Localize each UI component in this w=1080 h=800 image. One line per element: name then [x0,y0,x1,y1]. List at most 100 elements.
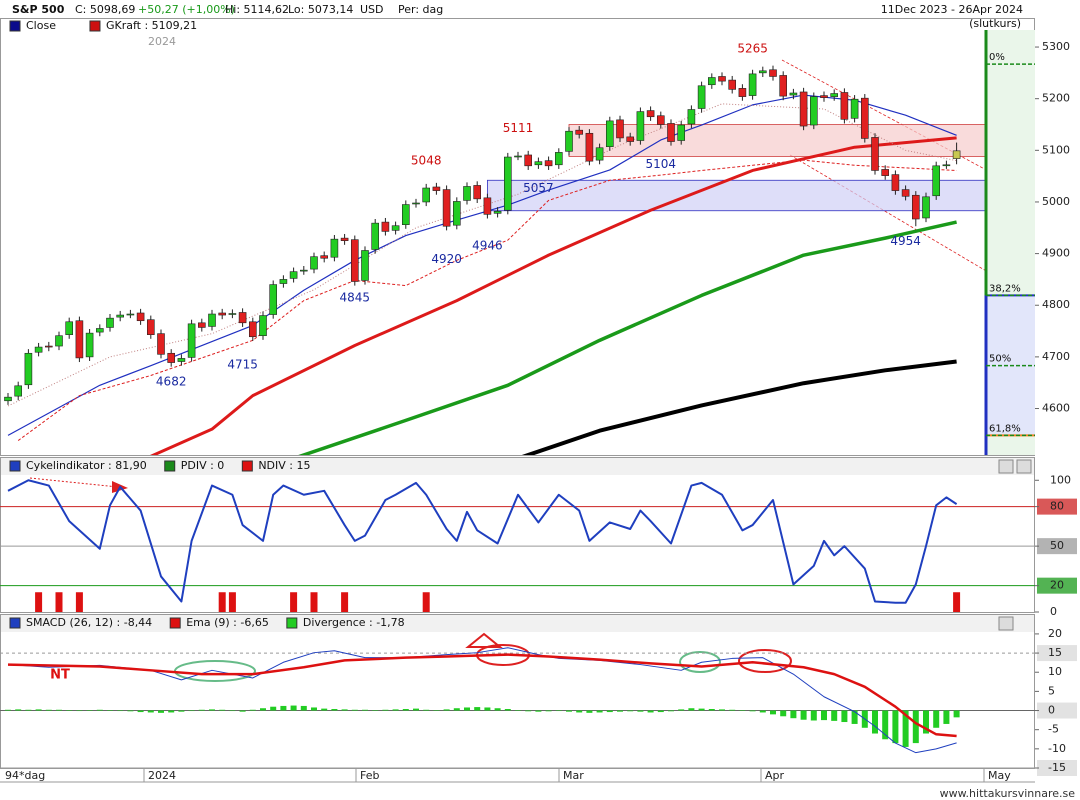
divergence-bar [841,710,848,723]
divergence-bar [719,709,725,711]
candle-body [850,98,859,119]
moving-average [7,103,957,407]
candle-body [238,312,247,324]
tool-button[interactable] [1016,459,1032,474]
candle-body [65,321,73,335]
divergence-bar [413,708,419,711]
divergence-bar [515,710,521,711]
candle-body [942,164,951,167]
candle-body [646,110,655,118]
fib-label: 61,8% [989,423,1021,434]
divergence-bar [953,710,960,718]
y-tick-label: 5 [1048,684,1055,697]
change: +50,27 (+1,00%) [138,3,235,16]
y-tick-label: 10 [1048,665,1062,678]
divergence-bar [504,709,511,711]
candle-body [167,352,175,363]
x-tick-label: Apr [765,769,785,782]
divergence-bar [402,709,409,711]
divergence-bar [158,710,164,713]
divergence-bar [770,710,776,715]
candle-body [381,221,390,232]
candle-body [96,328,104,333]
osc-header [1,458,1034,475]
divergence-bar [698,708,705,711]
date-range: 11Dec 2023 - 26Apr 2024 [881,3,1023,16]
candle-body [34,346,43,353]
candle-body [452,201,461,226]
tool-button[interactable] [998,459,1014,474]
divergence-bar [188,710,195,712]
signal-bar [35,592,43,612]
high: Hi: 5114,62 [225,3,289,16]
legend-label: GKraft : 5109,21 [106,19,197,32]
divergence-bar [759,710,766,713]
price-annotation: 5057 [523,181,554,195]
divergence-bar [56,709,62,711]
candle-body [269,284,278,315]
candle-body [605,120,614,148]
tool-button[interactable] [998,616,1014,631]
divergence-bar [229,710,236,712]
divergence-bar [300,705,307,711]
divergence-bar [270,706,277,711]
divergence-bar [943,710,950,724]
divergence-bar [484,707,491,711]
candle-body [503,156,512,211]
candle-body [575,129,584,135]
x-tick-label: 94*dag [5,769,45,782]
legend-label: Cykelindikator : 81,90 [26,459,147,472]
divergence-bar [372,710,379,711]
signal-bar [290,592,298,612]
divergence-bar [443,709,450,711]
candle-body [636,111,645,141]
candle-body [769,69,777,77]
divergence-bar [382,709,389,711]
price-annotation: 5111 [503,121,534,135]
legend-label: NDIV : 15 [258,459,310,472]
moving-average [298,220,957,455]
divergence-bar [606,710,613,713]
candle-body [432,186,441,191]
divergence-bar [586,710,593,713]
y-tick-label: -10 [1048,742,1066,755]
divergence-bar [790,710,797,719]
legend-swatch [286,617,298,629]
divergence-bar [566,710,572,712]
candle-body [330,238,339,258]
candle-body [932,165,941,197]
y-tick-label: 20 [1048,627,1062,640]
candle-body [279,279,288,284]
candle-body [911,194,920,220]
price-annotation: 5048 [411,154,442,168]
divergence-bar [708,709,715,711]
price-annotation: 5104 [646,157,677,171]
y-tick-label: 4700 [1042,350,1070,363]
candle-body [493,210,502,214]
candle-body [412,202,420,205]
candle-body [830,93,839,97]
signal-bar [310,592,318,612]
divergence-bar [311,707,317,711]
divergence-bar [494,708,501,711]
osc-frame [0,457,1035,613]
candle-body [809,96,818,126]
price-annotation: 5265 [737,42,768,56]
candle-body [789,92,798,96]
divergence-bar [831,710,838,721]
divergence-bar [851,710,858,724]
candle-body [350,239,359,282]
divergence-bar [525,710,532,712]
divergence-bar [933,710,940,728]
divergence-bar [45,709,52,711]
fib-label: 50% [989,354,1011,365]
macd-frame [0,614,1035,769]
y-tick-label: 4600 [1042,402,1070,415]
y-tick-label: 15 [1048,646,1062,659]
legend-swatch [169,617,181,629]
divergence-bar [107,710,113,711]
divergence-bar [76,710,83,712]
candle-body [136,312,145,322]
legend-swatch [9,460,21,472]
candle-body [24,352,33,386]
